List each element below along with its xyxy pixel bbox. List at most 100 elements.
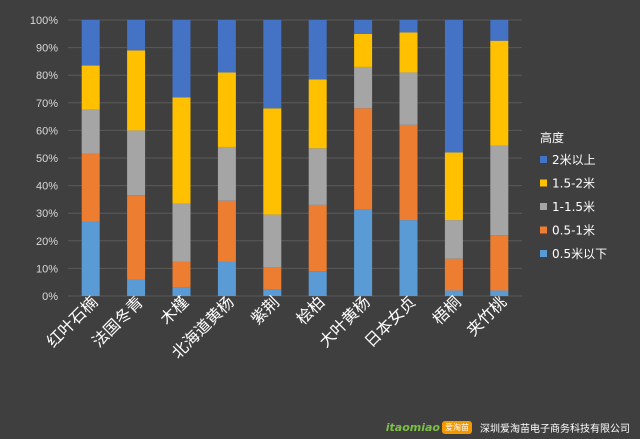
bar-segment: [490, 290, 509, 296]
legend-item: 0.5-1米: [540, 224, 595, 238]
legend: 高度 2米以上 1.5-2米 1-1.5米 0.5-1米 0.5米以下: [540, 130, 607, 261]
company-name: 深圳爱淘苗电子商务科技有限公司: [480, 424, 630, 435]
legend-label: 1.5-2米: [552, 177, 595, 191]
y-tick-label: 40%: [36, 181, 58, 193]
bar-segment: [354, 209, 373, 296]
bar-segment: [263, 108, 282, 215]
bar-stack: [444, 20, 463, 296]
bar-segment: [127, 279, 146, 296]
bar-segment: [399, 220, 418, 296]
bar-segment: [490, 20, 509, 41]
bar-segment: [263, 289, 282, 296]
legend-swatch: [540, 179, 547, 187]
bar-stack: [217, 20, 236, 296]
bar-segment: [308, 20, 327, 80]
bar-segment: [399, 72, 418, 125]
legend-label: 2米以上: [552, 153, 596, 167]
category-label: 日本女贞: [361, 292, 420, 351]
bar-segment: [399, 20, 418, 33]
bar-segment: [172, 203, 191, 262]
bar-segment: [127, 195, 146, 280]
bar-segment: [308, 148, 327, 205]
bar-segment: [127, 20, 146, 51]
logo-text: itaomiao: [385, 421, 440, 434]
bar-segment: [217, 146, 236, 201]
bar-segment: [81, 20, 100, 66]
bar-segment: [308, 271, 327, 296]
legend-label: 0.5-1米: [552, 224, 595, 238]
legend-swatch: [540, 156, 547, 163]
bar-segment: [444, 220, 463, 259]
bar-stack: [127, 20, 146, 296]
bar-segment: [490, 40, 509, 146]
bar-stack: [354, 20, 373, 296]
bar-stack: [263, 20, 282, 296]
category-label: 梧桐: [429, 292, 465, 328]
bar-segment: [263, 267, 282, 290]
footer: itaomiao 爱淘苗 深圳爱淘苗电子商务科技有限公司: [386, 420, 630, 435]
bar-segment: [217, 20, 236, 73]
legend-title: 高度: [540, 130, 564, 145]
bar-segment: [81, 65, 100, 110]
bar-segment: [399, 32, 418, 73]
category-label: 紫荆: [247, 292, 283, 328]
legend-item: 1.5-2米: [540, 177, 595, 191]
bar-segment: [217, 261, 236, 296]
bar-segment: [217, 200, 236, 262]
bar-segment: [172, 261, 191, 288]
bar-segment: [490, 235, 509, 291]
legend-swatch: [540, 250, 547, 257]
y-tick-label: 50%: [36, 153, 58, 165]
bar-segment: [127, 130, 146, 196]
bar-segment: [399, 124, 418, 221]
bar-stack: [172, 20, 191, 296]
legend-label: 0.5米以下: [552, 247, 607, 261]
category-label: 桧柏: [292, 292, 328, 328]
bar-segment: [81, 153, 100, 222]
bar-segment: [308, 79, 327, 149]
y-tick-label: 0%: [42, 291, 58, 303]
legend-item: 0.5米以下: [540, 247, 607, 261]
bar-segment: [490, 145, 509, 236]
legend-swatch: [540, 203, 547, 210]
y-tick-label: 90%: [36, 43, 58, 55]
bar-segment: [81, 109, 100, 154]
y-tick-label: 20%: [36, 236, 58, 248]
bar-segment: [354, 33, 373, 67]
bar-segment: [263, 214, 282, 268]
bar-segment: [444, 152, 463, 221]
bar-segment: [444, 20, 463, 153]
bar-segment: [354, 66, 373, 109]
bar-segment: [172, 97, 191, 204]
legend-item: 1-1.5米: [540, 200, 595, 214]
legend-item: 2米以上: [540, 153, 596, 167]
y-axis-tick-labels: 0% 10% 20% 30% 40% 50% 60% 70% 80% 90% 100%: [30, 15, 58, 303]
legend-label: 1-1.5米: [552, 200, 595, 214]
legend-swatch: [540, 226, 547, 234]
category-label: 夹竹桃: [463, 292, 510, 339]
bar-stack: [399, 20, 418, 296]
bar-segment: [444, 258, 463, 291]
bar-segment: [263, 20, 282, 109]
y-tick-label: 30%: [36, 208, 58, 220]
bar-segment: [81, 221, 100, 296]
y-tick-label: 80%: [36, 70, 58, 82]
y-tick-label: 70%: [36, 98, 58, 110]
bar-segment: [172, 20, 191, 98]
bar-segment: [308, 204, 327, 272]
y-tick-label: 60%: [36, 125, 58, 137]
logo-badge: 爱淘苗: [442, 421, 472, 434]
category-label: 法国冬青: [88, 292, 147, 351]
bars: [81, 20, 509, 296]
y-tick-label: 10%: [36, 263, 58, 275]
bar-segment: [172, 287, 191, 296]
category-label: 木槿: [156, 292, 192, 328]
bar-segment: [217, 72, 236, 147]
bar-stack: [81, 20, 100, 296]
brand-logo: itaomiao 爱淘苗: [386, 421, 472, 434]
bar-segment: [127, 50, 146, 131]
y-tick-label: 100%: [30, 15, 58, 27]
bar-segment: [354, 108, 373, 210]
